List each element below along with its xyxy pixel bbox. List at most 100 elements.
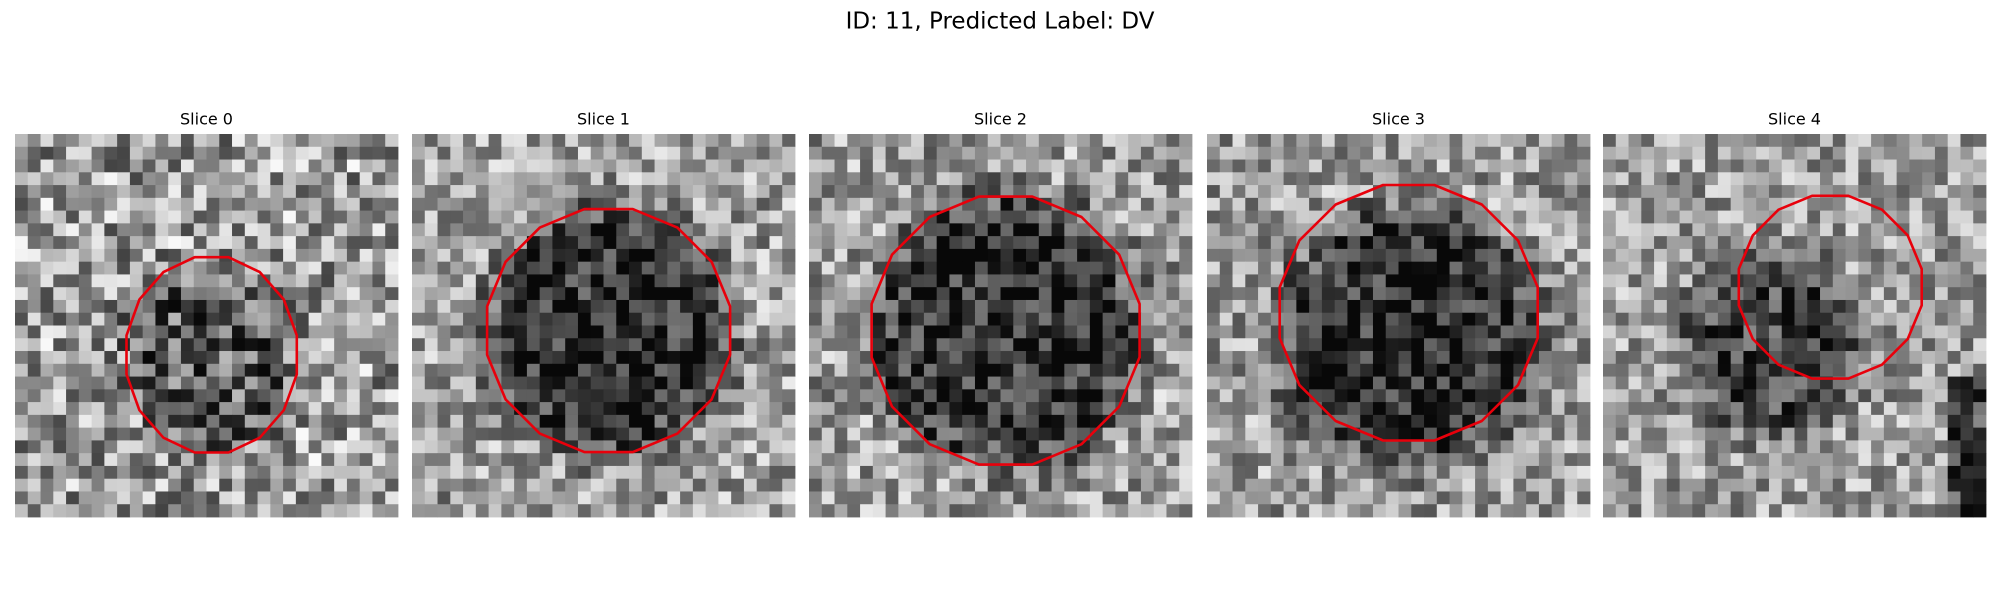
- pixel: [1026, 338, 1040, 352]
- pixel: [1934, 453, 1949, 467]
- pixel: [552, 504, 566, 518]
- pixel: [1628, 312, 1642, 326]
- pixel: [475, 185, 489, 199]
- pixel: [847, 504, 861, 518]
- pixel: [168, 223, 182, 237]
- pixel: [1089, 351, 1104, 365]
- pixel: [1385, 261, 1399, 275]
- pixel: [936, 312, 950, 326]
- pixel: [1270, 504, 1284, 518]
- pixel: [1051, 172, 1065, 186]
- pixel: [1102, 440, 1116, 454]
- pixel: [1258, 287, 1272, 301]
- pixel: [1858, 287, 1872, 301]
- pixel: [692, 210, 707, 224]
- pixel: [270, 491, 284, 505]
- pixel: [1768, 274, 1783, 288]
- pixel: [872, 465, 886, 480]
- pixel: [809, 376, 823, 390]
- pixel: [1743, 351, 1757, 365]
- pixel: [552, 248, 566, 263]
- pixel: [1398, 159, 1412, 173]
- pixel: [743, 478, 758, 492]
- pixel: [923, 325, 938, 339]
- pixel: [949, 236, 963, 250]
- pixel: [1717, 389, 1732, 403]
- pixel: [1858, 134, 1872, 148]
- pixel: [603, 312, 617, 326]
- pixel: [1909, 159, 1923, 173]
- pixel: [1128, 197, 1142, 211]
- pixel: [1641, 159, 1655, 173]
- pixel: [270, 159, 284, 173]
- pixel: [1102, 504, 1116, 518]
- pixel: [1038, 134, 1052, 148]
- pixel: [1166, 197, 1180, 211]
- pixel: [1283, 236, 1297, 250]
- pixel: [1500, 465, 1514, 480]
- pixel: [1064, 427, 1078, 441]
- pixel: [1679, 363, 1693, 377]
- pixel: [1334, 210, 1348, 224]
- pixel: [1064, 248, 1078, 263]
- pixel: [1973, 261, 1987, 275]
- pixel: [1102, 465, 1116, 480]
- pixel: [1526, 325, 1540, 339]
- pixel: [1013, 414, 1027, 429]
- pixel: [552, 389, 566, 403]
- pixel: [53, 185, 67, 199]
- pixel: [1832, 491, 1846, 505]
- pixel: [1781, 210, 1795, 224]
- pixel: [257, 146, 271, 160]
- pixel: [1615, 223, 1629, 237]
- pixel: [1360, 261, 1374, 275]
- pixel: [974, 248, 989, 263]
- pixel: [1347, 402, 1361, 416]
- pixel: [809, 491, 823, 505]
- pixel: [1603, 146, 1617, 160]
- pixel: [898, 465, 912, 480]
- pixel: [308, 197, 322, 211]
- pixel: [1089, 223, 1104, 237]
- pixel: [155, 351, 169, 365]
- pixel: [412, 351, 426, 365]
- pixel: [1411, 478, 1425, 492]
- pixel: [206, 287, 220, 301]
- pixel: [244, 338, 258, 352]
- pixel: [104, 351, 118, 365]
- pixel: [450, 440, 464, 454]
- pixel: [1436, 478, 1450, 492]
- pixel: [1166, 248, 1180, 263]
- pixel: [514, 197, 528, 211]
- pixel: [1000, 414, 1014, 429]
- pixel: [1909, 287, 1923, 301]
- pixel: [1705, 478, 1719, 492]
- pixel: [860, 185, 874, 199]
- pixel: [1526, 223, 1540, 237]
- pixel: [1883, 223, 1898, 237]
- pixel: [53, 146, 67, 160]
- pixel: [692, 465, 707, 480]
- pixel: [1360, 236, 1374, 250]
- pixel: [142, 146, 156, 160]
- pixel: [1730, 402, 1744, 416]
- pixel: [1807, 414, 1821, 429]
- pixel: [1487, 134, 1502, 148]
- pixel: [1858, 504, 1872, 518]
- pixel: [641, 223, 655, 237]
- pixel: [552, 185, 566, 199]
- pixel: [270, 363, 284, 377]
- pixel: [590, 478, 604, 492]
- pixel: [1960, 185, 1974, 199]
- pixel: [308, 338, 322, 352]
- pixel: [1807, 197, 1821, 211]
- pixel: [270, 427, 284, 441]
- pixel: [1628, 299, 1642, 314]
- pixel: [885, 478, 899, 492]
- pixel: [142, 504, 156, 518]
- pixel: [1283, 223, 1297, 237]
- pixel: [1179, 197, 1193, 211]
- pixel: [1705, 376, 1719, 390]
- pixel: [718, 146, 732, 160]
